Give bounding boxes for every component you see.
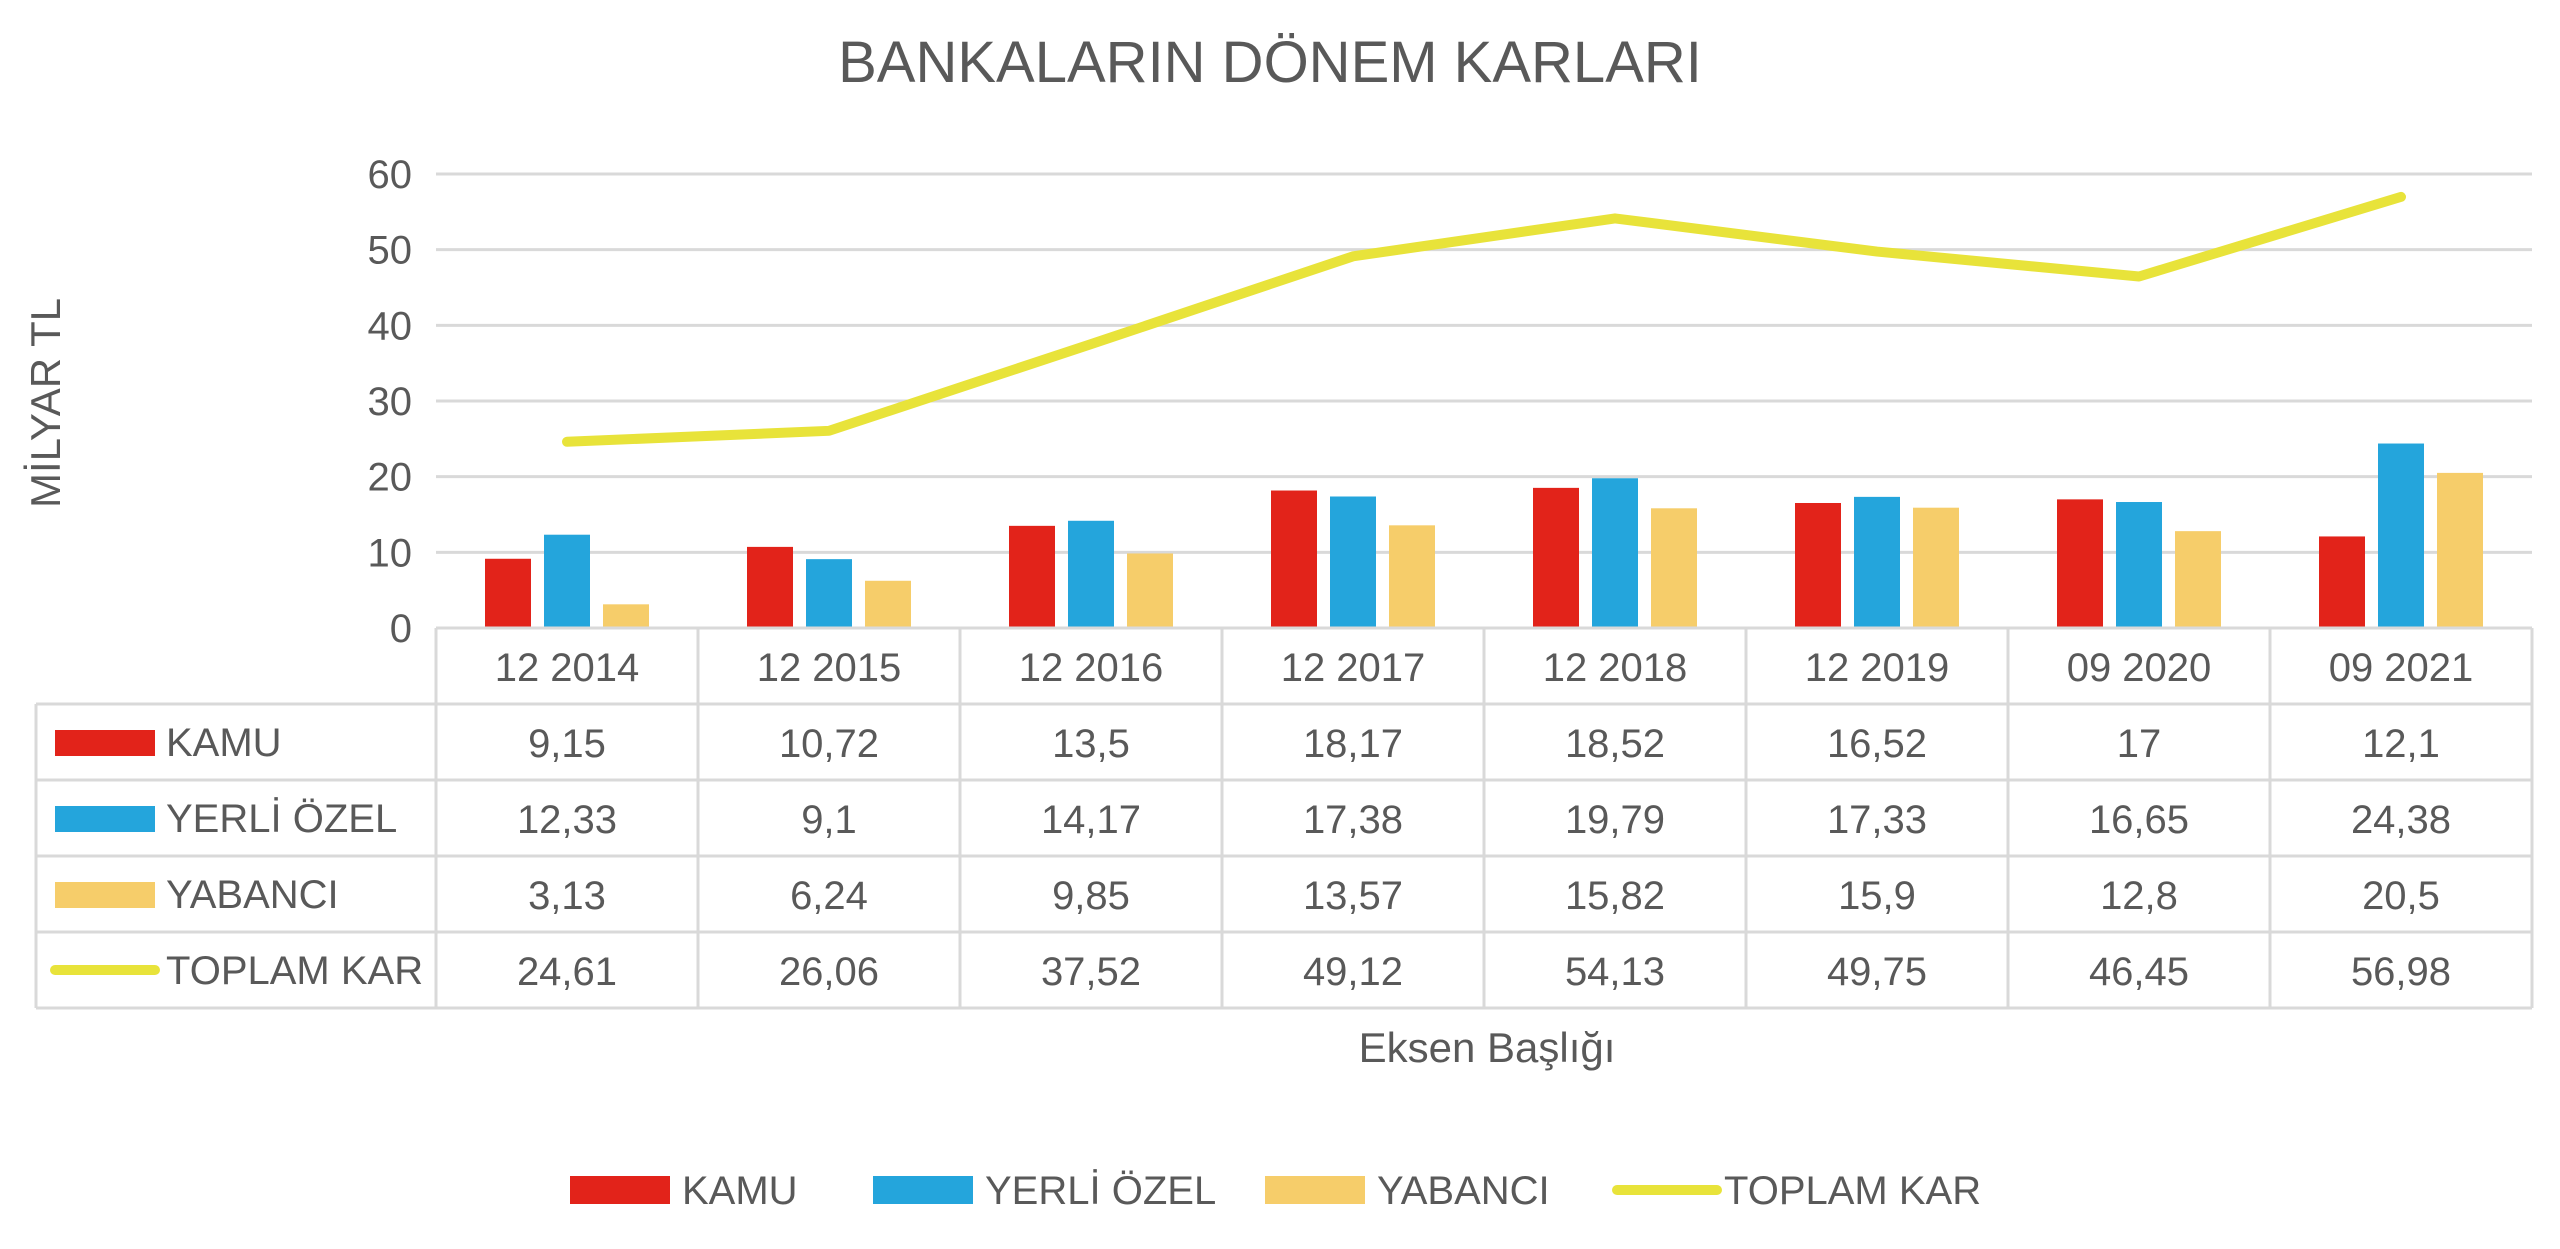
bar-yerli-zel-2 <box>1068 520 1114 628</box>
table-cell: 17,33 <box>1827 798 1927 842</box>
total-profit-line <box>562 191 2406 447</box>
bar-kamu-6 <box>2057 499 2103 628</box>
bar-kamu-4 <box>1533 487 1579 628</box>
bar-yabanci-7 <box>2437 472 2483 628</box>
y-tick-label: 20 <box>368 456 413 500</box>
y-axis-title: MİLYAR TL <box>22 298 69 508</box>
bar-kamu-1 <box>747 546 793 628</box>
table-cell: 17 <box>2117 722 2162 766</box>
y-tick-label: 30 <box>368 380 413 424</box>
table-cell: 20,5 <box>2362 874 2440 918</box>
table-legend-key <box>55 730 155 756</box>
bar-kamu-7 <box>2319 536 2365 628</box>
bar-yerli-zel-6 <box>2116 502 2162 628</box>
bar-yerli-zel-5 <box>1854 496 1900 628</box>
table-cell: 9,1 <box>801 798 857 842</box>
legend-label: TOPLAM KAR <box>1724 1169 1981 1213</box>
table-series-label: YABANCI <box>166 873 339 917</box>
table-cell: 15,9 <box>1838 874 1916 918</box>
table-cell: 18,17 <box>1303 722 1403 766</box>
y-tick-labels: 0 10 20 30 40 50 60 <box>368 153 413 651</box>
table-cell: 9,15 <box>528 722 606 766</box>
bar-yerli-zel-0 <box>544 534 590 628</box>
table-series-label: KAMU <box>166 721 282 765</box>
legend-label: KAMU <box>682 1169 798 1213</box>
table-cell: 37,52 <box>1041 950 1141 994</box>
table-cell: 16,52 <box>1827 722 1927 766</box>
table-cell: 17,38 <box>1303 798 1403 842</box>
x-tick-label: 12 2017 <box>1281 646 1426 690</box>
bar-kamu-2 <box>1009 525 1055 628</box>
table-cell: 54,13 <box>1565 950 1665 994</box>
x-tick-label: 09 2021 <box>2329 646 2474 690</box>
legend-key <box>873 1176 973 1204</box>
table-cell: 46,45 <box>2089 950 2189 994</box>
table-cell: 15,82 <box>1565 874 1665 918</box>
table-cell: 13,5 <box>1052 722 1130 766</box>
y-tick-label: 50 <box>368 229 413 273</box>
table-cell: 18,52 <box>1565 722 1665 766</box>
x-tick-label: 12 2016 <box>1019 646 1164 690</box>
table-cell: 24,61 <box>517 950 617 994</box>
bar-yerli-zel-4 <box>1592 478 1638 628</box>
bar-kamu-3 <box>1271 490 1317 628</box>
bar-yabanci-2 <box>1127 553 1173 628</box>
table-cell: 9,85 <box>1052 874 1130 918</box>
bar-yabanci-1 <box>865 580 911 628</box>
table-series-label: TOPLAM KAR <box>166 949 423 993</box>
bar-yerli-zel-7 <box>2378 443 2424 628</box>
x-axis-title: Eksen Başlığı <box>1359 1024 1616 1071</box>
bar-yabanci-4 <box>1651 508 1697 628</box>
bar-yerli-zel-1 <box>806 559 852 628</box>
bars <box>485 443 2483 628</box>
table-legend-key <box>55 806 155 832</box>
table-cell: 56,98 <box>2351 950 2451 994</box>
table-cell: 13,57 <box>1303 874 1403 918</box>
x-tick-label: 12 2015 <box>757 646 902 690</box>
bar-yabanci-5 <box>1913 507 1959 628</box>
table-cell: 6,24 <box>790 874 868 918</box>
table-cell: 14,17 <box>1041 798 1141 842</box>
table-legend-key <box>55 882 155 908</box>
legend-key <box>1265 1176 1365 1204</box>
table-series-label: YERLİ ÖZEL <box>166 796 397 841</box>
chart-title: BANKALARIN DÖNEM KARLARI <box>838 30 1702 95</box>
table-cell: 12,1 <box>2362 722 2440 766</box>
y-tick-label: 40 <box>368 304 413 348</box>
table-cell: 10,72 <box>779 722 879 766</box>
y-tick-label: 0 <box>390 607 412 651</box>
legend-key <box>570 1176 670 1204</box>
table-cell: 12,33 <box>517 798 617 842</box>
table-cell: 16,65 <box>2089 798 2189 842</box>
x-tick-label: 09 2020 <box>2067 646 2212 690</box>
bar-kamu-5 <box>1795 502 1841 628</box>
x-tick-label: 12 2019 <box>1805 646 1950 690</box>
table-cell: 19,79 <box>1565 798 1665 842</box>
bar-yabanci-6 <box>2175 531 2221 628</box>
table-cell: 3,13 <box>528 874 606 918</box>
data-table: 12 2014 12 2015 12 2016 12 2017 12 2018 12 20… <box>34 626 2534 1010</box>
x-tick-label: 12 2014 <box>495 646 640 690</box>
bar-yabanci-3 <box>1389 525 1435 628</box>
legend-label: YERLİ ÖZEL <box>985 1168 1216 1213</box>
table-cell: 49,12 <box>1303 950 1403 994</box>
table-cell: 12,8 <box>2100 874 2178 918</box>
legend: KAMU YERLİ ÖZEL YABANCI TOPLAM KAR <box>570 1168 1981 1213</box>
y-tick-label: 60 <box>368 153 413 197</box>
legend-label: YABANCI <box>1377 1169 1550 1213</box>
x-tick-label: 12 2018 <box>1543 646 1688 690</box>
y-tick-label: 10 <box>368 531 413 575</box>
table-cell: 26,06 <box>779 950 879 994</box>
table-cell: 49,75 <box>1827 950 1927 994</box>
bar-yerli-zel-3 <box>1330 496 1376 628</box>
bar-yabanci-0 <box>603 604 649 628</box>
bar-kamu-0 <box>485 558 531 628</box>
total-line <box>562 191 2406 447</box>
table-cell: 24,38 <box>2351 798 2451 842</box>
